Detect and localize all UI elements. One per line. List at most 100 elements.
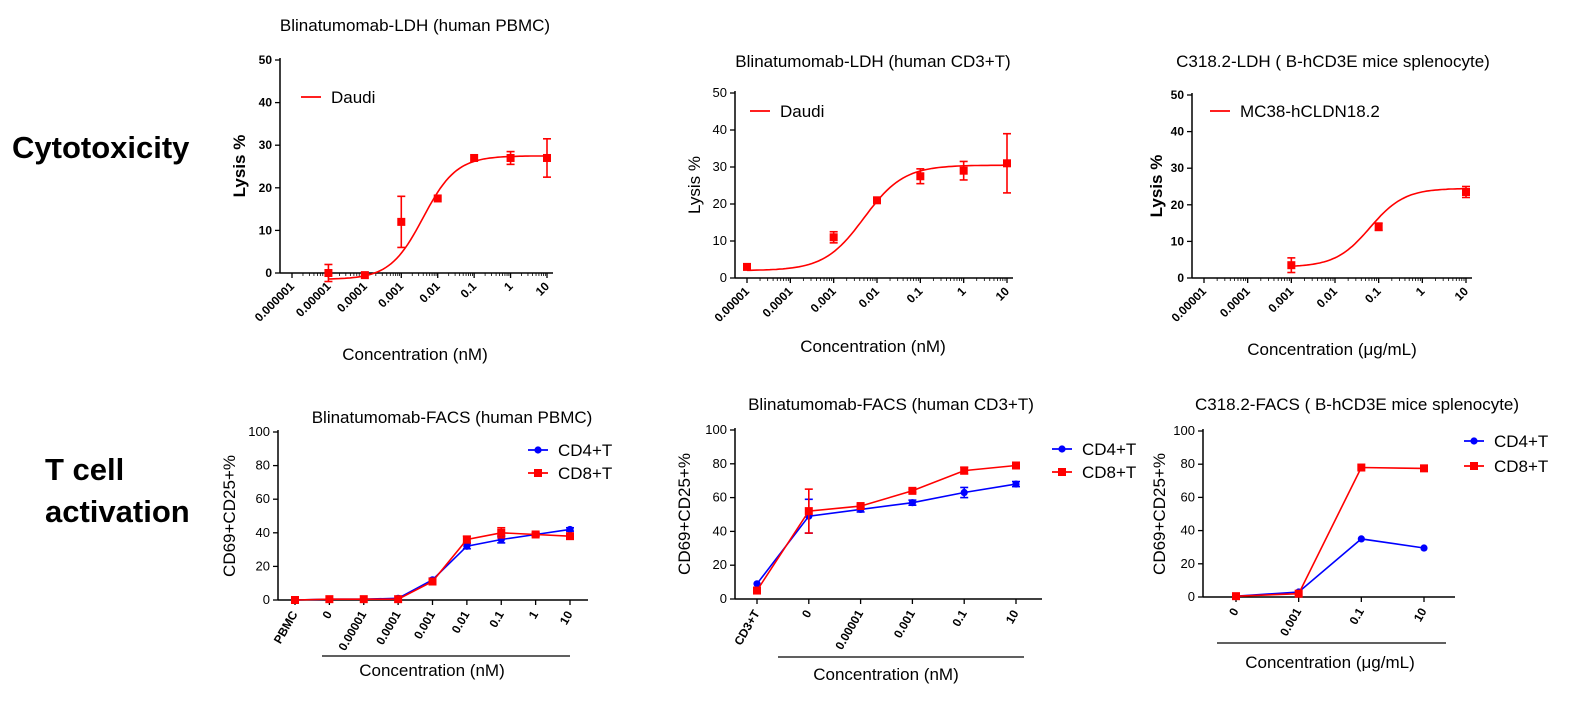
y-axis-label: CD69+CD25+%	[1150, 453, 1169, 575]
legend-cd4-t-label: CD4+T	[1494, 432, 1548, 451]
x-tick-label: 0.0001	[760, 284, 796, 320]
x-tick-label: 0.001	[375, 279, 406, 310]
y-tick-label: 100	[705, 422, 727, 437]
y-tick-label: 0	[1177, 271, 1184, 285]
x-tick-label: 1	[1413, 284, 1428, 299]
y-tick-label: 40	[1171, 125, 1185, 139]
legend-cd4-t-point-0	[1058, 445, 1066, 453]
x-axis-label: Concentration (nM)	[800, 337, 946, 356]
y-tick-label: 80	[256, 458, 270, 473]
series-cd8-t-point-0	[291, 596, 299, 604]
x-axis-label: Concentration (nM)	[342, 345, 488, 364]
series-cd8-t-point-4	[960, 466, 969, 475]
series-daudi-point-4	[470, 153, 479, 162]
y-tick-label: 10	[713, 233, 727, 248]
x-tick-label: 0.001	[808, 284, 839, 315]
x-tick-label: 0.001	[1277, 605, 1304, 638]
series-cd4-t-line	[756, 483, 1017, 585]
x-tick-label: 0.001	[891, 607, 918, 640]
x-tick-label: 0.1	[1346, 605, 1367, 627]
chart-title: Blinatumomab-FACS (human PBMC)	[312, 408, 593, 427]
x-tick-label: 0.1	[1362, 284, 1384, 306]
chart-title: C318.2-FACS ( B-hCD3E mice splenocyte)	[1195, 395, 1519, 414]
row-label-activation: activation	[45, 494, 190, 529]
series-cd4-t-point-4	[960, 488, 968, 497]
legend-daudi-label: Daudi	[780, 102, 824, 121]
series-cd4-t-point-3	[908, 499, 917, 507]
series-cd8-t-point-2	[359, 595, 368, 604]
x-tick-label: 0.00001	[1169, 284, 1210, 325]
series-daudi-point-0	[324, 269, 333, 277]
series-mc38-hcldn18-2-fit-curve	[1291, 187, 1467, 267]
series-cd4-t-point-8	[566, 525, 574, 534]
series-mc38-hcldn18-2-point-0	[1287, 261, 1296, 270]
series-cd8-t-point-8	[566, 532, 574, 541]
x-axis-label: Concentration (nM)	[813, 665, 959, 684]
series-cd8-t-point-6	[497, 528, 506, 537]
x-tick-label: 0.1	[904, 284, 926, 306]
series-cd8-t-point-2	[1357, 463, 1366, 472]
x-tick-label: CD3+T	[731, 607, 763, 648]
x-tick-label: 0.0001	[373, 608, 404, 647]
y-axis-label: Lysis %	[685, 156, 704, 214]
x-tick-label: 0.0001	[1217, 284, 1253, 320]
chart-3: C318.2-LDH ( B-hCD3E mice splenocyte)010…	[1147, 52, 1490, 359]
series-cd4-t-point-0	[753, 580, 761, 588]
chart-5: Blinatumomab-FACS (human CD3+T) 0 20 40 60 80…	[675, 395, 1136, 684]
y-tick-label: 50	[259, 53, 273, 67]
y-axis-label: Lysis %	[1147, 155, 1166, 218]
series-cd8-t-point-5	[1012, 461, 1020, 470]
y-tick-label: 40	[713, 122, 727, 137]
series-cd8-t-point-1	[804, 507, 813, 516]
series-cd8-t-point-1	[1294, 589, 1303, 598]
x-tick-label: 10	[1003, 607, 1022, 626]
series-cd4-t-line	[294, 528, 571, 601]
chart-2: Blinatumomab-LDH (human CD3+T) 0 10 20 30 40 5…	[685, 52, 1013, 356]
series-cd8-t-point-2	[856, 502, 865, 511]
series-daudi-point-3	[433, 194, 442, 203]
y-tick-label: 30	[713, 159, 727, 174]
y-tick-label: 10	[1171, 234, 1185, 248]
x-tick-label: 0	[320, 608, 336, 621]
legend-cd4-t-label: CD4+T	[558, 441, 612, 460]
series-cd8-t-line	[756, 464, 1017, 591]
chart-4: Blinatumomab-FACS (human PBMC) 0 20 40 60 80 1…	[220, 408, 612, 680]
legend-mc38-hcldn18-2-label: MC38-hCLDN18.2	[1240, 102, 1380, 121]
y-tick-label: 100	[1173, 423, 1195, 438]
series-daudi-fit-curve	[747, 164, 1007, 272]
series-cd8-t-point-0	[1232, 592, 1240, 601]
chart-6: C318.2-FACS ( B-hCD3E mice splenocyte) 0 2…	[1150, 395, 1548, 672]
x-tick-label: 0.1	[486, 608, 507, 630]
x-tick-label: 0.01	[1314, 284, 1341, 311]
series-cd8-t-point-7	[531, 530, 540, 539]
series-mc38-hcldn18-2-point-2	[1462, 187, 1470, 196]
y-tick-label: 10	[259, 223, 273, 237]
legend-cd8-t-point-0	[1470, 462, 1478, 470]
x-tick-label: 0.1	[949, 607, 970, 629]
y-tick-label: 20	[1181, 556, 1195, 571]
chart-title: Blinatumomab-LDH (human CD3+T)	[735, 52, 1010, 71]
series-cd4-t-point-3	[1420, 544, 1428, 552]
series-daudi-point-0	[743, 262, 751, 271]
series-cd4-t-point-5	[1012, 480, 1020, 488]
series-cd8-t-point-5	[462, 535, 471, 544]
y-axis-label: CD69+CD25+%	[675, 453, 694, 575]
series-mc38-hcldn18-2-point-1	[1374, 222, 1383, 231]
x-tick-label: 0.001	[411, 608, 438, 641]
x-tick-label: 0.01	[856, 284, 883, 311]
y-tick-label: 20	[256, 558, 270, 573]
series-cd8-t-point-0	[753, 586, 761, 595]
series-cd4-t-line	[1235, 538, 1425, 597]
series-cd8-t-line	[294, 531, 571, 601]
chart-title: Blinatumomab-LDH (human PBMC)	[280, 16, 550, 35]
legend-cd4-t-point-0	[1470, 437, 1478, 445]
series-daudi-point-3	[916, 172, 925, 181]
x-tick-label: 0.0001	[334, 279, 370, 315]
x-tick-label: 0.00001	[293, 279, 334, 320]
legend-cd8-t-point-0	[534, 469, 542, 477]
row-label-cytotoxicity: Cytotoxicity	[12, 130, 190, 165]
x-tick-label: 10	[533, 279, 553, 299]
x-tick-label: 0.00001	[832, 607, 866, 652]
series-daudi-point-5	[1003, 159, 1011, 168]
